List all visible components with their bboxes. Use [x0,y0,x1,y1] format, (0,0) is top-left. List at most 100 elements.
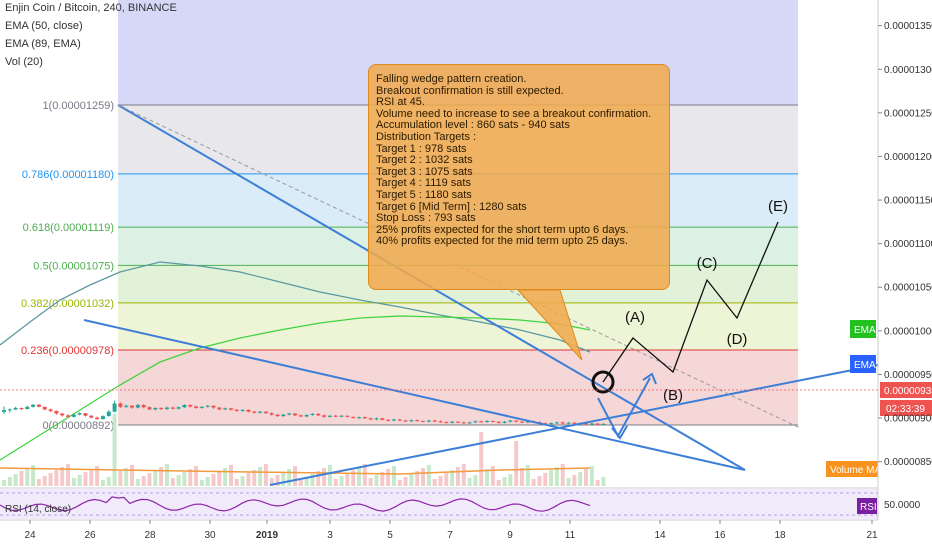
ema50-legend[interactable]: EMA (50, close) [5,20,83,32]
current-price-label: 0.00000935 [884,386,932,397]
candle-body [322,415,327,417]
volume-bar [211,474,216,486]
candle [362,416,367,420]
candle [281,413,286,417]
candle [566,422,571,425]
analysis-callout[interactable]: Falling wedge pattern creation. Breakout … [368,64,670,290]
candle-body [473,421,478,423]
candle [287,412,292,416]
callout-line: Target 2 : 1032 sats [376,154,473,167]
candle [444,421,449,424]
volume-bar [386,469,391,486]
candle-body [223,408,228,410]
wave-label: (B) [663,387,683,404]
fib-label: 0.786(0.00001180) [22,169,114,181]
candle-body [444,422,449,424]
volume-bar [438,476,443,486]
candle [269,412,274,416]
volume-bar [48,473,53,486]
volume-bar [159,467,164,486]
candle-body [450,421,455,423]
candle-body [147,407,152,410]
callout-line: Target 3 : 1075 sats [376,165,473,178]
candle [380,417,385,421]
volume-bar [455,467,460,486]
date-tick-label: 2019 [256,530,279,541]
callout-line: Target 4 : 1119 sats [376,177,471,190]
candle [118,402,123,408]
candle-body [71,414,76,417]
price-tick-label: 0.00001000 [884,326,932,337]
fib-label: 0.618(0.00001119) [23,222,114,234]
price-tick-label: 0.00000950 [884,370,932,381]
volume-bar [298,480,303,486]
callout-line: RSI at 45. [376,96,425,109]
date-tick-label: 24 [24,530,36,541]
wave-projection [602,221,779,383]
candle-body [194,406,199,408]
volume-bar [444,473,449,486]
volume-bar [531,479,536,486]
candle-body [205,405,210,407]
countdown-label: 02:33:39 [886,404,925,415]
candle [549,422,554,425]
volume-bar [112,414,117,486]
candle [135,403,140,409]
candle [112,400,117,413]
volume-bar [164,464,169,486]
candle [153,407,158,411]
candle [217,406,222,411]
candle-body [60,413,65,416]
ema50-badge-label: EMA [854,360,876,371]
candle-body [141,404,146,408]
candle-body [199,406,204,408]
candle [508,419,513,423]
volume-bar [77,475,82,486]
price-tick-label: 0.00001350 [884,21,932,32]
volume-bar [426,465,431,486]
volume-bar [252,470,257,486]
candle [54,410,59,415]
candle [409,419,414,423]
volume-bar [415,471,420,486]
volume-bar [223,468,228,486]
candle-body [211,405,216,408]
ema89-legend[interactable]: EMA (89, EMA) [5,38,81,50]
candle [36,404,41,408]
candle-body [467,422,472,424]
volume-bar [310,474,315,486]
callout-line: Falling wedge pattern creation. [376,73,527,85]
candle [95,416,100,420]
volume-bar [351,470,356,486]
candle [345,415,350,418]
candle-body [42,406,47,410]
wave-label: (A) [625,309,645,326]
date-tick-label: 11 [565,530,576,541]
volume-bar [368,478,373,486]
support-trendline [269,364,879,486]
volume-bar [432,479,437,486]
candle-body [572,422,577,424]
candle [19,407,24,411]
volume-bar [188,469,193,486]
volume-bar [525,465,530,486]
candle-body [304,414,309,417]
volume-legend[interactable]: Vol (20) [5,56,43,68]
candle [391,418,396,422]
volume-bar [508,474,513,486]
fib-label: 0.236(0.00000978) [21,345,114,357]
callout-line: Accumulation level : 860 sats - 940 sats [376,119,570,132]
candle-body [124,405,129,407]
volume-bar [60,467,65,486]
candle-body [258,411,263,413]
candle-body [188,404,193,407]
candle-body [7,409,12,411]
candle [60,413,65,417]
candle-body [275,414,280,417]
callout-line: Volume need to increase to see a breakou… [376,107,652,120]
volume-bar [118,471,123,486]
candle-body [560,422,565,424]
candle-body [508,420,513,422]
volume-bar [130,465,135,486]
candle [514,420,519,423]
